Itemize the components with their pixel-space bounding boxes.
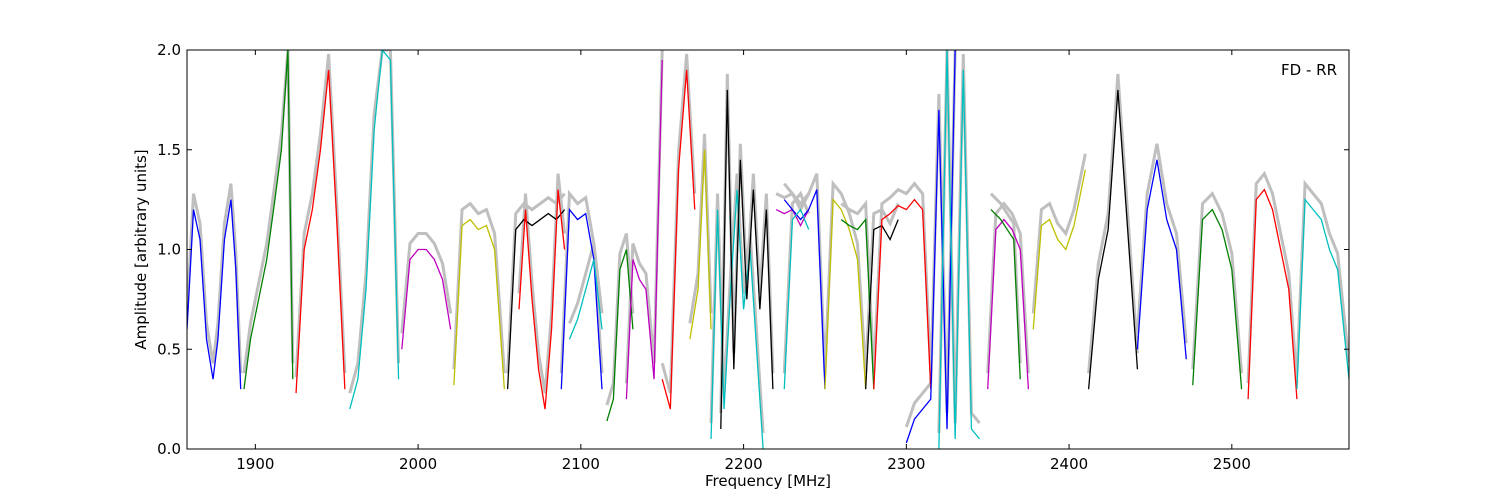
series-line-7	[518, 189, 566, 410]
series-line-24	[938, 50, 981, 449]
background-trace-5	[452, 201, 506, 374]
x-axis-title: Frequency [MHz]	[705, 472, 831, 490]
background-trace-10	[605, 233, 635, 406]
background-trace-25	[986, 201, 1030, 374]
series-line-2	[295, 69, 346, 394]
series-line-27	[1032, 169, 1086, 330]
series-line-5	[453, 218, 506, 390]
background-trace-3	[348, 50, 401, 394]
background-trace-31	[1246, 170, 1299, 384]
y-tick-label: 0.5	[157, 340, 181, 358]
x-tick-label: 2300	[887, 455, 925, 473]
background-trace-6	[506, 192, 566, 374]
background-trace-7	[517, 173, 567, 394]
series-line-10	[606, 249, 634, 422]
series-line-23	[905, 50, 956, 444]
tick-layer: 1900 2000 2100 2200 2300 2400 2500 0.0 0.5 1.0 1.5…	[157, 41, 1349, 473]
series-line-22	[873, 198, 932, 390]
x-tick-label: 1900	[236, 455, 274, 473]
series-line-12	[661, 69, 696, 410]
x-tick-label: 2100	[562, 455, 600, 473]
chart-annotation: FD - RR	[1281, 61, 1337, 79]
x-tick-label: 2200	[724, 455, 762, 473]
x-tick-label: 2500	[1213, 455, 1251, 473]
background-trace-29	[1135, 143, 1188, 344]
background-trace-26	[989, 192, 1022, 364]
series-line-18	[783, 208, 810, 390]
series-layer	[187, 50, 1349, 449]
x-tick-label: 2400	[1050, 455, 1088, 473]
background-trace-28	[1087, 73, 1139, 374]
series-line-14	[710, 189, 764, 449]
series-line-1	[243, 50, 294, 390]
background-trace-17	[783, 173, 827, 374]
y-tick-label: 0.0	[157, 440, 181, 458]
series-line-31	[1247, 188, 1298, 400]
series-line-6	[506, 209, 566, 390]
background-trace-30	[1191, 191, 1244, 374]
series-line-8	[560, 207, 603, 390]
series-line-21	[864, 219, 899, 390]
series-line-30	[1192, 208, 1243, 390]
background-trace-22	[872, 181, 933, 374]
series-line-15	[720, 89, 774, 430]
y-tick-label: 2.0	[157, 41, 181, 59]
series-line-20	[840, 217, 875, 390]
series-line-29	[1136, 159, 1187, 360]
series-line-9	[568, 259, 603, 340]
background-trace-27	[1031, 153, 1087, 314]
series-line-25	[987, 218, 1030, 390]
series-line-3	[349, 50, 400, 410]
y-axis-title: Amplitude [arbitrary units]	[132, 149, 150, 349]
series-line-17	[783, 189, 826, 390]
background-trace-2	[294, 53, 347, 378]
background-trace-0	[187, 183, 243, 374]
series-line-4	[401, 248, 452, 350]
series-line-26	[990, 209, 1021, 380]
series-line-11	[625, 59, 663, 400]
background-trace-19	[823, 179, 868, 374]
background-trace-11	[624, 50, 664, 384]
x-tick-label: 2000	[399, 455, 437, 473]
series-line-13	[689, 149, 712, 340]
background-trace-1	[242, 50, 295, 374]
background-trace-20	[840, 199, 876, 374]
series-line-0	[187, 199, 242, 390]
background-trace-18	[782, 190, 811, 374]
background-trace-12	[660, 53, 697, 394]
background-trace-4	[400, 232, 453, 334]
background-trace-9	[568, 243, 604, 324]
y-tick-label: 1.0	[157, 241, 181, 259]
series-line-32	[1296, 197, 1349, 390]
background-trace-32	[1295, 179, 1349, 374]
series-line-28	[1087, 89, 1139, 390]
y-tick-label: 1.5	[157, 141, 181, 159]
series-line-19	[824, 197, 867, 390]
